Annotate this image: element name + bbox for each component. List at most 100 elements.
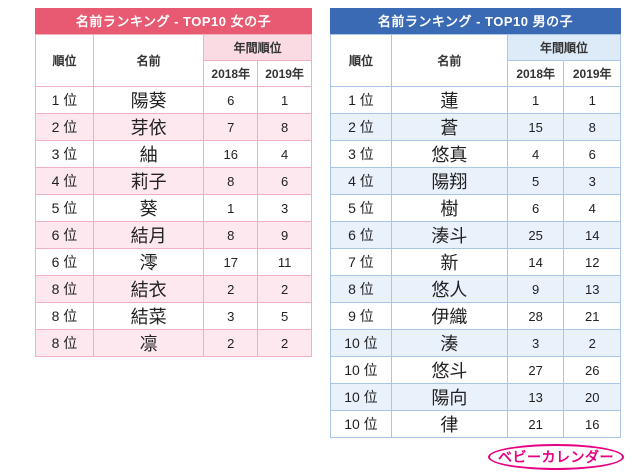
table-row: 1 位陽葵 6 1 (35, 86, 312, 114)
table-row: 3 位紬 16 4 (35, 140, 312, 168)
cell-rank: 8 位 (35, 302, 94, 330)
girls-col-header-rank: 順位 (35, 34, 94, 87)
cell-y2018: 5 (506, 167, 565, 195)
cell-name: 湊 (390, 329, 508, 357)
cell-y2018: 17 (203, 248, 259, 276)
cell-rank: 3 位 (330, 140, 392, 168)
cell-rank: 10 位 (330, 410, 392, 438)
boys-col-header-rank: 順位 (330, 34, 392, 87)
table-row: 8 位悠人 9 13 (330, 275, 621, 303)
boys-ranking-card: 名前ランキング - TOP10 男の子 順位 名前 年間順位 2018年 201… (330, 8, 622, 438)
girls-col-header-2019: 2019年 (257, 60, 312, 87)
cell-y2018: 2 (203, 275, 259, 303)
logo-text: ベビーカレンダー (498, 449, 614, 465)
cell-name: 蓮 (390, 86, 508, 114)
cell-y2019: 1 (257, 86, 312, 114)
cell-y2019: 21 (563, 302, 621, 330)
girls-ranking-card: 名前ランキング - TOP10 女の子 順位 名前 年間順位 2018年 201… (35, 8, 312, 357)
cell-y2019: 20 (563, 383, 621, 411)
table-row: 6 位澪 17 11 (35, 248, 312, 276)
cell-y2019: 4 (563, 194, 621, 222)
cell-name: 結衣 (92, 275, 205, 303)
cell-rank: 7 位 (330, 248, 392, 276)
cell-y2019: 9 (257, 221, 312, 249)
cell-name: 陽翔 (390, 167, 508, 195)
cell-y2019: 2 (257, 329, 312, 357)
table-row: 2 位芽依 7 8 (35, 113, 312, 141)
cell-y2019: 6 (563, 140, 621, 168)
cell-y2019: 2 (563, 329, 621, 357)
cell-rank: 8 位 (330, 275, 392, 303)
cell-rank: 4 位 (330, 167, 392, 195)
cell-name: 新 (390, 248, 508, 276)
cell-y2018: 1 (203, 194, 259, 222)
cell-y2019: 4 (257, 140, 312, 168)
cell-rank: 3 位 (35, 140, 94, 168)
cell-name: 陽向 (390, 383, 508, 411)
cell-y2018: 3 (203, 302, 259, 330)
cell-y2018: 3 (506, 329, 565, 357)
cell-rank: 8 位 (35, 329, 94, 357)
cell-rank: 9 位 (330, 302, 392, 330)
cell-y2018: 6 (203, 86, 259, 114)
table-row: 10 位律 21 16 (330, 410, 621, 438)
girls-col-header-2018: 2018年 (203, 60, 259, 87)
cell-rank: 1 位 (330, 86, 392, 114)
cell-rank: 1 位 (35, 86, 94, 114)
cell-rank: 10 位 (330, 329, 392, 357)
girls-col-header-annual: 年間順位 (203, 34, 312, 61)
boys-table-title: 名前ランキング - TOP10 男の子 (330, 8, 621, 34)
cell-y2019: 8 (257, 113, 312, 141)
cell-y2019: 16 (563, 410, 621, 438)
cell-name: 澪 (92, 248, 205, 276)
cell-rank: 2 位 (330, 113, 392, 141)
cell-y2018: 8 (203, 221, 259, 249)
table-row: 10 位悠斗 27 26 (330, 356, 621, 384)
girls-table-title: 名前ランキング - TOP10 女の子 (35, 8, 312, 34)
cell-y2019: 13 (563, 275, 621, 303)
girls-ranking-table: 順位 名前 年間順位 2018年 2019年 1 位陽葵 6 1 2 位芽依 7 8 3 位… (35, 34, 312, 357)
cell-y2019: 2 (257, 275, 312, 303)
cell-y2019: 12 (563, 248, 621, 276)
cell-name: 悠人 (390, 275, 508, 303)
table-row: 6 位湊斗 25 14 (330, 221, 621, 249)
cell-name: 伊織 (390, 302, 508, 330)
cell-name: 湊斗 (390, 221, 508, 249)
boys-col-header-2018: 2018年 (506, 60, 565, 87)
cell-y2019: 3 (257, 194, 312, 222)
table-row: 4 位陽翔 5 3 (330, 167, 621, 195)
table-row: 8 位結菜 3 5 (35, 302, 312, 330)
cell-y2019: 14 (563, 221, 621, 249)
cell-y2018: 14 (506, 248, 565, 276)
cell-name: 律 (390, 410, 508, 438)
cell-name: 悠斗 (390, 356, 508, 384)
cell-rank: 2 位 (35, 113, 94, 141)
cell-y2018: 9 (506, 275, 565, 303)
table-row: 3 位悠真 4 6 (330, 140, 621, 168)
cell-name: 葵 (92, 194, 205, 222)
cell-rank: 4 位 (35, 167, 94, 195)
cell-y2018: 15 (506, 113, 565, 141)
cell-name: 結菜 (92, 302, 205, 330)
cell-y2018: 21 (506, 410, 565, 438)
cell-rank: 10 位 (330, 356, 392, 384)
cell-y2018: 6 (506, 194, 565, 222)
cell-y2018: 7 (203, 113, 259, 141)
cell-y2019: 6 (257, 167, 312, 195)
babycalendar-logo: ベビーカレンダー (488, 444, 624, 470)
cell-y2018: 28 (506, 302, 565, 330)
cell-name: 芽依 (92, 113, 205, 141)
table-row: 4 位莉子 8 6 (35, 167, 312, 195)
cell-y2019: 5 (257, 302, 312, 330)
cell-y2018: 25 (506, 221, 565, 249)
cell-y2018: 27 (506, 356, 565, 384)
cell-y2018: 16 (203, 140, 259, 168)
cell-y2019: 26 (563, 356, 621, 384)
